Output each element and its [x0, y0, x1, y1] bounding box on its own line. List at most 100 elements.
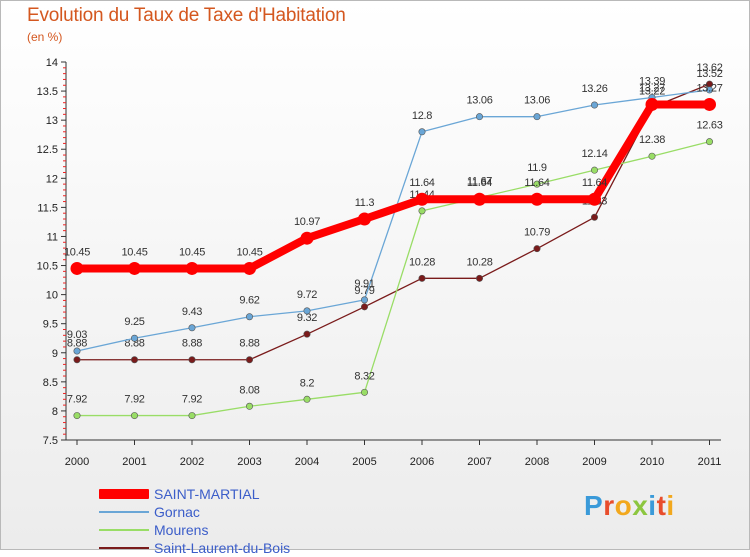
data-label-saint-laurent-du-bois: 13.22 — [639, 85, 665, 97]
data-point-saint-laurent-du-bois — [246, 356, 254, 364]
legend-label-saint-laurent-du-bois: Saint-Laurent-du-Bois — [154, 540, 291, 556]
x-tick-label: 2005 — [352, 456, 376, 468]
data-point-mourens — [246, 402, 254, 410]
data-point-gornac — [131, 334, 139, 342]
legend-item-gornac: Gornac — [99, 503, 290, 521]
data-point-saint-laurent-du-bois — [303, 330, 311, 338]
data-label-saint-martial: 10.45 — [179, 246, 205, 258]
x-tick-label: 2002 — [180, 456, 204, 468]
chart-unit: (en %) — [27, 30, 63, 44]
data-label-saint-martial: 10.97 — [294, 216, 320, 228]
data-point-gornac — [418, 128, 426, 136]
data-point-saint-martial — [300, 231, 314, 245]
legend-item-mourens: Mourens — [99, 521, 290, 539]
data-label-gornac: 13.26 — [581, 83, 607, 95]
x-tick-label: 2008 — [525, 456, 549, 468]
x-tick-label: 2000 — [65, 456, 89, 468]
data-point-saint-martial — [243, 261, 256, 275]
x-tick-label: 2007 — [467, 456, 491, 468]
data-point-saint-martial — [128, 261, 141, 275]
y-tick-label: 10 — [46, 290, 58, 302]
legend-label-saint-martial: SAINT-MARTIAL — [154, 486, 260, 502]
chart-title: Evolution du Taux de Taxe d'Habitation — [27, 5, 346, 26]
y-tick-label: 11 — [47, 231, 58, 243]
data-point-saint-laurent-du-bois — [73, 356, 81, 364]
data-point-mourens — [131, 412, 139, 420]
data-point-mourens — [418, 207, 426, 215]
y-tick-label: 12 — [46, 173, 58, 185]
data-point-gornac — [533, 113, 541, 121]
y-tick-label: 10.5 — [37, 261, 58, 273]
data-point-mourens — [648, 152, 656, 160]
data-label-gornac: 9.91 — [354, 278, 374, 290]
data-point-saint-martial — [645, 97, 659, 111]
series-line-gornac — [76, 89, 711, 352]
data-point-saint-laurent-du-bois — [533, 245, 541, 253]
data-label-gornac: 13.39 — [639, 75, 665, 87]
data-label-saint-laurent-du-bois: 8.88 — [182, 338, 202, 350]
y-tick-label: 13 — [46, 115, 58, 127]
data-label-mourens: 7.92 — [124, 394, 144, 406]
data-label-saint-martial: 10.45 — [64, 246, 90, 258]
data-label-mourens: 7.92 — [182, 394, 202, 406]
data-label-saint-martial: 10.45 — [121, 246, 147, 258]
data-label-mourens: 11.9 — [527, 162, 547, 174]
data-label-saint-laurent-du-bois: 9.32 — [297, 312, 317, 324]
data-label-gornac: 12.8 — [412, 110, 432, 122]
data-label-saint-laurent-du-bois: 8.88 — [67, 338, 87, 350]
x-tick-label: 2011 — [698, 456, 722, 468]
y-tick-label: 9 — [52, 348, 58, 360]
legend: SAINT-MARTIAL Gornac Mourens Saint-Laure… — [99, 485, 290, 557]
data-point-gornac — [73, 347, 81, 355]
data-label-saint-martial: 10.45 — [236, 246, 262, 258]
data-point-gornac — [475, 113, 483, 121]
data-point-saint-martial — [415, 192, 429, 206]
x-tick-label: 2006 — [410, 456, 434, 468]
data-label-gornac: 13.06 — [466, 95, 492, 107]
legend-item-saint-martial: SAINT-MARTIAL — [99, 485, 290, 503]
data-point-saint-martial — [185, 261, 199, 275]
y-tick-label: 11.5 — [37, 202, 58, 214]
legend-label-mourens: Mourens — [154, 522, 209, 538]
data-label-gornac: 9.62 — [239, 295, 259, 307]
data-point-gornac — [705, 86, 713, 94]
data-label-saint-martial: 11.3 — [355, 197, 375, 209]
data-point-mourens — [188, 412, 196, 420]
data-point-saint-martial — [70, 261, 84, 275]
data-point-saint-laurent-du-bois — [475, 274, 483, 282]
data-point-saint-laurent-du-bois — [131, 356, 139, 364]
data-label-gornac: 9.72 — [297, 289, 317, 301]
data-point-saint-laurent-du-bois — [188, 356, 196, 364]
data-label-saint-martial: 11.64 — [409, 177, 434, 189]
data-label-saint-laurent-du-bois: 13.62 — [696, 62, 722, 74]
data-point-gornac — [590, 101, 598, 109]
data-point-gornac — [360, 296, 368, 304]
data-point-saint-martial — [588, 192, 601, 206]
data-label-mourens: 12.63 — [696, 120, 722, 132]
data-label-saint-laurent-du-bois: 9.79 — [354, 285, 374, 297]
series-line-saint-martial — [73, 100, 714, 273]
data-label-gornac: 13.06 — [524, 95, 550, 107]
data-label-saint-laurent-du-bois: 10.79 — [524, 227, 550, 239]
legend-swatch-gornac — [99, 511, 149, 513]
data-label-mourens: 8.2 — [300, 377, 315, 389]
data-point-gornac — [246, 313, 254, 321]
legend-item-saint-laurent-du-bois: Saint-Laurent-du-Bois — [99, 539, 290, 557]
data-point-saint-martial — [473, 192, 486, 206]
y-tick-label: 8 — [52, 406, 58, 418]
data-point-mourens — [360, 388, 368, 396]
y-tick-label: 12.5 — [37, 144, 58, 156]
data-label-saint-laurent-du-bois: 10.28 — [409, 256, 435, 268]
data-label-saint-martial: 13.27 — [639, 82, 665, 94]
x-tick-label: 2001 — [122, 456, 146, 468]
data-point-saint-laurent-du-bois — [418, 274, 426, 282]
legend-swatch-saint-martial — [99, 489, 149, 499]
x-tick-label: 2010 — [640, 456, 664, 468]
data-label-saint-laurent-du-bois: 8.88 — [124, 338, 144, 350]
legend-swatch-mourens — [99, 529, 149, 531]
data-point-mourens — [73, 412, 81, 420]
y-tick-label: 9.5 — [43, 319, 58, 331]
x-tick-label: 2009 — [582, 456, 606, 468]
